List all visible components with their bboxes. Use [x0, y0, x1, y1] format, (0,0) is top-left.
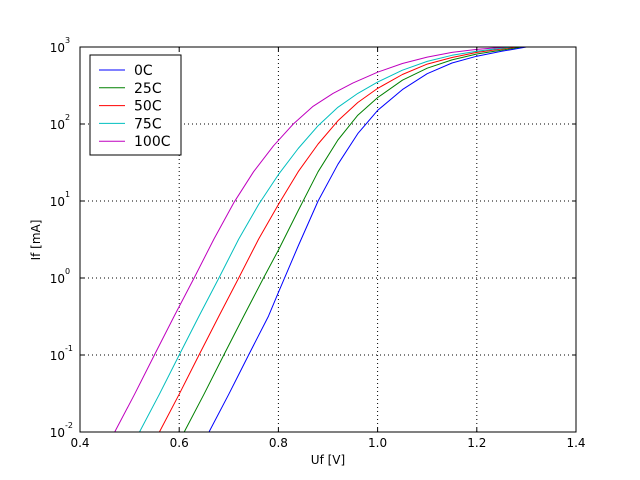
y-axis-label: If [mA] — [29, 220, 43, 261]
y-tick-label-exponent: -1 — [65, 344, 73, 353]
y-tick-label-exponent: 3 — [65, 36, 70, 45]
y-tick-label-base: 10 — [50, 195, 65, 209]
x-tick-label: 0.4 — [70, 436, 89, 450]
legend-label-100c: 100C — [134, 134, 171, 150]
y-tick-label-base: 10 — [50, 426, 65, 440]
series-line-50c — [158, 46, 517, 433]
series-line-25c — [183, 46, 522, 433]
legend-box — [89, 54, 182, 156]
y-tick-label-base: 10 — [50, 41, 65, 55]
x-tick-label: 0.6 — [170, 436, 189, 450]
y-tick-label-exponent: 1 — [65, 190, 70, 199]
y-tick-label-exponent: -2 — [65, 421, 73, 430]
y-tick-label-base: 10 — [50, 118, 65, 132]
x-tick-label: 1.4 — [566, 436, 585, 450]
x-tick-label: 0.8 — [269, 436, 288, 450]
legend-label-75c: 75C — [134, 116, 162, 132]
legend-label-25c: 25C — [134, 81, 162, 97]
x-tick-label: 1.0 — [368, 436, 387, 450]
y-tick-label-exponent: 2 — [65, 113, 70, 122]
series-lines — [114, 46, 527, 433]
y-tick-label-exponent: 0 — [65, 267, 70, 276]
x-tick-label: 1.2 — [467, 436, 486, 450]
legend-label-50c: 50C — [134, 99, 162, 115]
plot-frame — [79, 46, 577, 433]
series-line-100c — [114, 46, 507, 433]
series-line-0c — [208, 46, 527, 433]
legend-label-0c: 0C — [134, 63, 153, 79]
y-tick-label-base: 10 — [50, 272, 65, 286]
y-tick-label-base: 10 — [50, 349, 65, 363]
x-axis-label: Uf [V] — [311, 453, 345, 467]
series-line-75c — [139, 46, 512, 433]
